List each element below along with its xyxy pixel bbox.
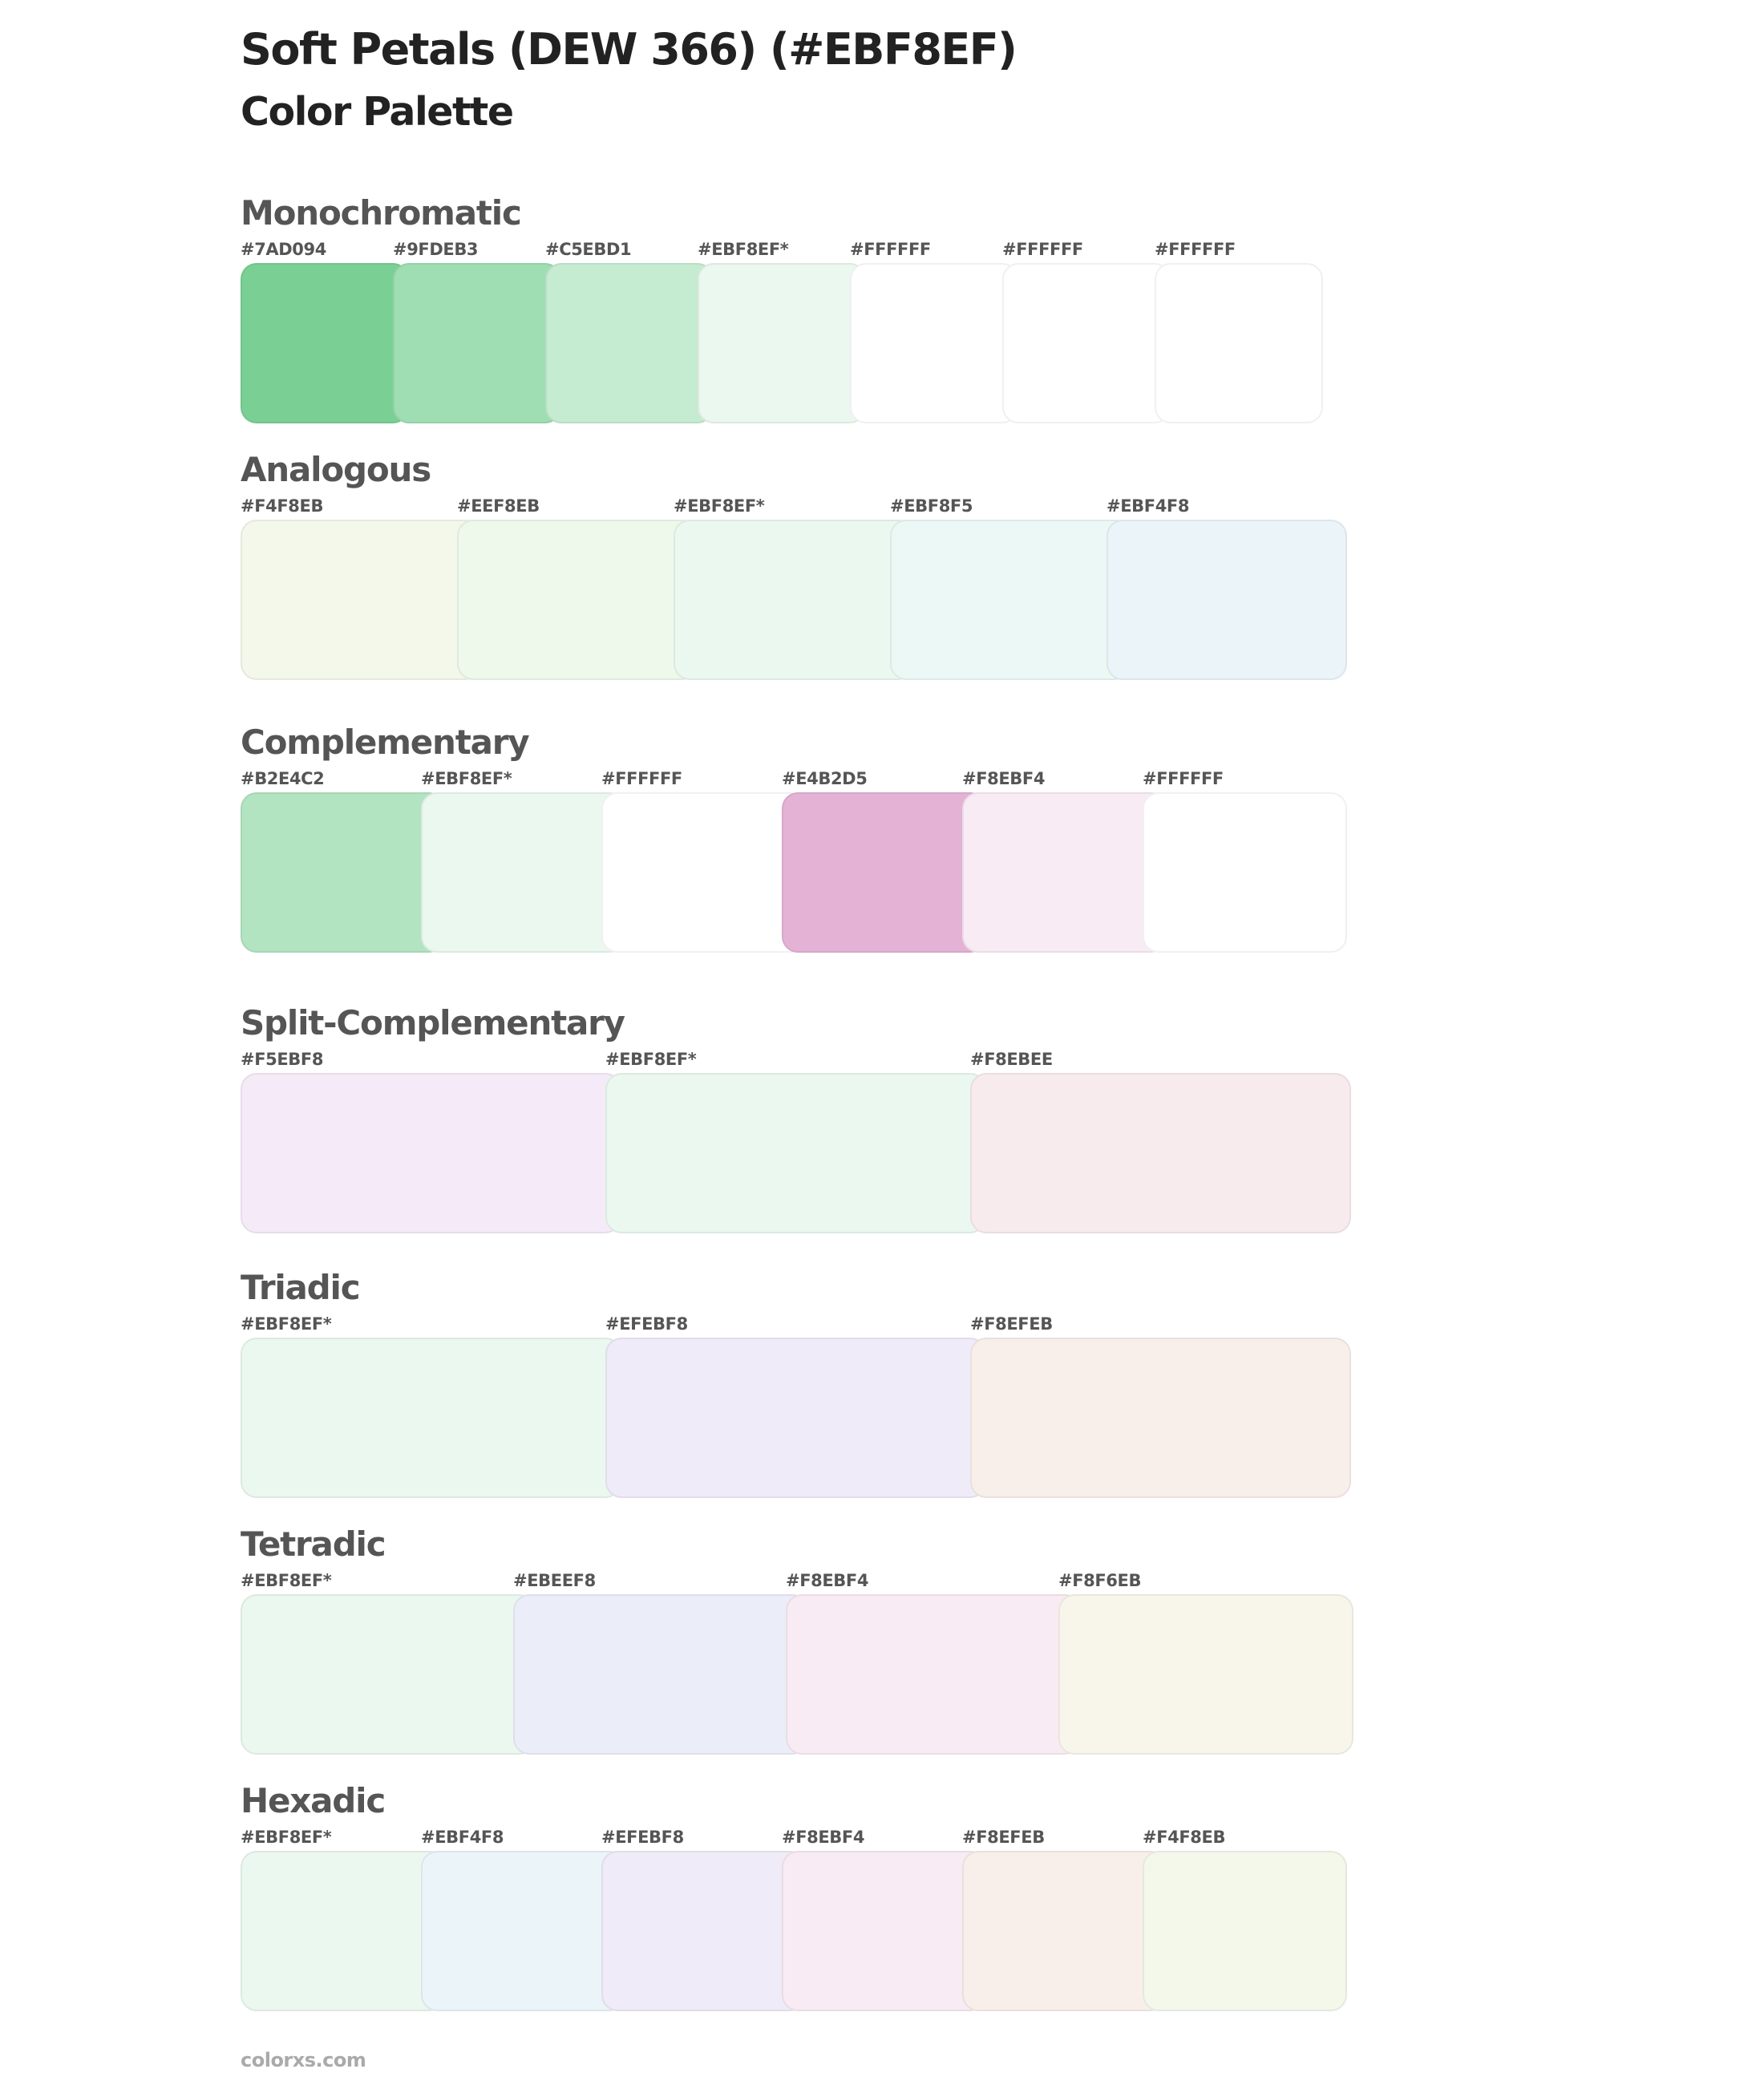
swatch-hex-label[interactable]: #EBF8EF*: [605, 1050, 697, 1069]
color-swatch[interactable]: [1058, 1594, 1353, 1755]
footer-site-link[interactable]: colorxs.com: [241, 2049, 366, 2071]
swatch-hex-label[interactable]: #F4F8EB: [241, 496, 324, 516]
swatch-hex-label[interactable]: #C5EBD1: [545, 240, 632, 259]
color-swatch[interactable]: [605, 1338, 986, 1498]
color-swatch[interactable]: [962, 1851, 1167, 2011]
color-swatch[interactable]: [421, 792, 625, 953]
swatch-hex-label[interactable]: #FFFFFF: [1155, 240, 1236, 259]
color-swatch[interactable]: [545, 263, 714, 423]
section-title-monochromatic: Monochromatic: [241, 193, 522, 233]
color-swatch[interactable]: [698, 263, 866, 423]
swatch-hex-label[interactable]: #FFFFFF: [1002, 240, 1083, 259]
color-swatch[interactable]: [241, 263, 409, 423]
swatch-hex-label[interactable]: #EBEEF8: [513, 1571, 596, 1590]
swatch-hex-label[interactable]: #FFFFFF: [601, 769, 682, 788]
swatch-hex-label[interactable]: #EEF8EB: [457, 496, 540, 516]
color-swatch[interactable]: [241, 1338, 621, 1498]
swatch-hex-label[interactable]: #B2E4C2: [241, 769, 325, 788]
swatch-hex-label[interactable]: #EFEBF8: [601, 1828, 684, 1847]
color-swatch[interactable]: [601, 1851, 806, 2011]
color-swatch[interactable]: [421, 1851, 625, 2011]
color-swatch[interactable]: [241, 1851, 445, 2011]
swatch-hex-label[interactable]: #F8F6EB: [1058, 1571, 1142, 1590]
color-swatch[interactable]: [457, 520, 698, 680]
color-swatch[interactable]: [605, 1073, 986, 1233]
color-swatch[interactable]: [241, 1594, 536, 1755]
swatch-hex-label[interactable]: #F8EBF4: [782, 1828, 865, 1847]
swatch-hex-label[interactable]: #F8EBF4: [786, 1571, 869, 1590]
color-swatch[interactable]: [850, 263, 1018, 423]
swatch-hex-label[interactable]: #EBF8EF*: [241, 1571, 332, 1590]
color-swatch[interactable]: [393, 263, 561, 423]
section-title-triadic: Triadic: [241, 1268, 361, 1307]
color-swatch[interactable]: [1143, 792, 1347, 953]
swatch-hex-label[interactable]: #7AD094: [241, 240, 326, 259]
color-swatch[interactable]: [601, 792, 806, 953]
section-title-analogous: Analogous: [241, 450, 431, 489]
color-swatch[interactable]: [241, 792, 445, 953]
swatch-hex-label[interactable]: #EBF8F5: [890, 496, 973, 516]
swatch-hex-label[interactable]: #EBF8EF*: [674, 496, 765, 516]
swatch-hex-label[interactable]: #EBF8EF*: [241, 1828, 332, 1847]
page-subtitle: Color Palette: [241, 89, 514, 135]
swatch-hex-label[interactable]: #EBF4F8: [1107, 496, 1190, 516]
swatch-hex-label[interactable]: #F8EFEB: [962, 1828, 1045, 1847]
color-swatch[interactable]: [513, 1594, 808, 1755]
color-swatch[interactable]: [674, 520, 914, 680]
swatch-hex-label[interactable]: #F5EBF8: [241, 1050, 324, 1069]
section-title-tetradic: Tetradic: [241, 1524, 386, 1564]
color-swatch[interactable]: [782, 792, 986, 953]
swatch-hex-label[interactable]: #F8EBF4: [962, 769, 1046, 788]
color-swatch[interactable]: [890, 520, 1131, 680]
swatch-hex-label[interactable]: #FFFFFF: [1143, 769, 1224, 788]
color-swatch[interactable]: [1155, 263, 1323, 423]
color-swatch[interactable]: [1143, 1851, 1347, 2011]
color-swatch[interactable]: [970, 1338, 1351, 1498]
swatch-hex-label[interactable]: #EBF4F8: [421, 1828, 504, 1847]
color-swatch[interactable]: [1002, 263, 1171, 423]
color-swatch[interactable]: [962, 792, 1167, 953]
page-title: Soft Petals (DEW 366) (#EBF8EF): [241, 24, 1018, 75]
swatch-hex-label[interactable]: #E4B2D5: [782, 769, 868, 788]
color-swatch[interactable]: [1107, 520, 1347, 680]
swatch-hex-label[interactable]: #EBF8EF*: [241, 1314, 332, 1334]
swatch-hex-label[interactable]: #EFEBF8: [605, 1314, 688, 1334]
swatch-hex-label[interactable]: #F8EBEE: [970, 1050, 1053, 1069]
section-title-complementary: Complementary: [241, 723, 530, 762]
color-swatch[interactable]: [241, 520, 481, 680]
swatch-hex-label[interactable]: #9FDEB3: [393, 240, 479, 259]
swatch-hex-label[interactable]: #F4F8EB: [1143, 1828, 1226, 1847]
section-title-hexadic: Hexadic: [241, 1781, 386, 1820]
section-title-split-complementary: Split-Complementary: [241, 1003, 625, 1042]
swatch-hex-label[interactable]: #F8EFEB: [970, 1314, 1053, 1334]
color-swatch[interactable]: [782, 1851, 986, 2011]
swatch-hex-label[interactable]: #EBF8EF*: [698, 240, 789, 259]
swatch-hex-label[interactable]: #EBF8EF*: [421, 769, 512, 788]
color-swatch[interactable]: [241, 1073, 621, 1233]
color-swatch[interactable]: [970, 1073, 1351, 1233]
color-swatch[interactable]: [786, 1594, 1081, 1755]
swatch-hex-label[interactable]: #FFFFFF: [850, 240, 931, 259]
